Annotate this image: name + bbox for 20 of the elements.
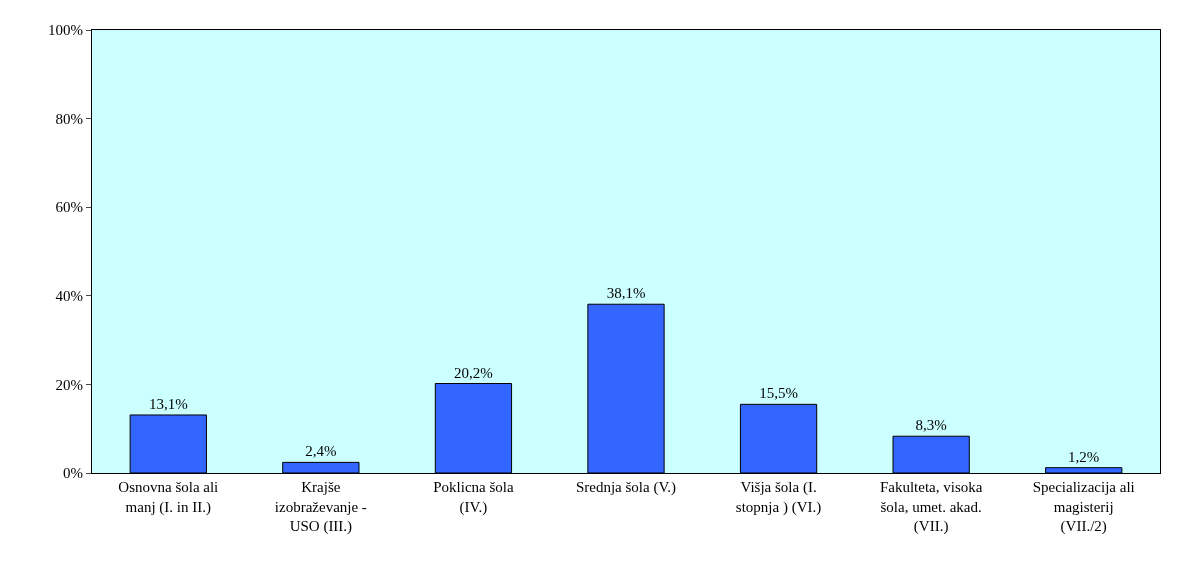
data-label: 13,1% bbox=[148, 395, 188, 412]
y-tick-label: 0% bbox=[63, 465, 83, 482]
data-label: 8,3% bbox=[915, 417, 947, 434]
data-label: 2,4% bbox=[305, 443, 337, 460]
y-tick-label: 100% bbox=[48, 22, 83, 39]
x-tick-label: Krajše izobraževanje - USO (III.) bbox=[274, 479, 367, 535]
data-label: 1,2% bbox=[1068, 448, 1100, 465]
x-tick-label: Specializacija ali magisterij (VII./2) bbox=[1032, 479, 1135, 535]
x-tick-label: Višja šola (I. stopnja ) (VI.) bbox=[735, 479, 822, 516]
x-tick-label: Osnovna šola ali manj (I. in II.) bbox=[118, 479, 219, 516]
x-tick-label: Fakulteta, visoka šola, umet. akad. (VII.) bbox=[879, 479, 983, 535]
data-label: 38,1% bbox=[606, 285, 646, 302]
x-tick-label: Poklicna šola (IV.) bbox=[433, 479, 514, 516]
y-tick-label: 20% bbox=[55, 376, 83, 393]
y-tick-label: 80% bbox=[55, 110, 83, 127]
x-tick-label: Srednja šola (V.) bbox=[575, 479, 677, 496]
y-tick-label: 60% bbox=[55, 199, 83, 216]
y-tick-label: 40% bbox=[55, 288, 83, 305]
data-label: 20,2% bbox=[454, 364, 493, 381]
data-label: 15,5% bbox=[759, 385, 798, 402]
